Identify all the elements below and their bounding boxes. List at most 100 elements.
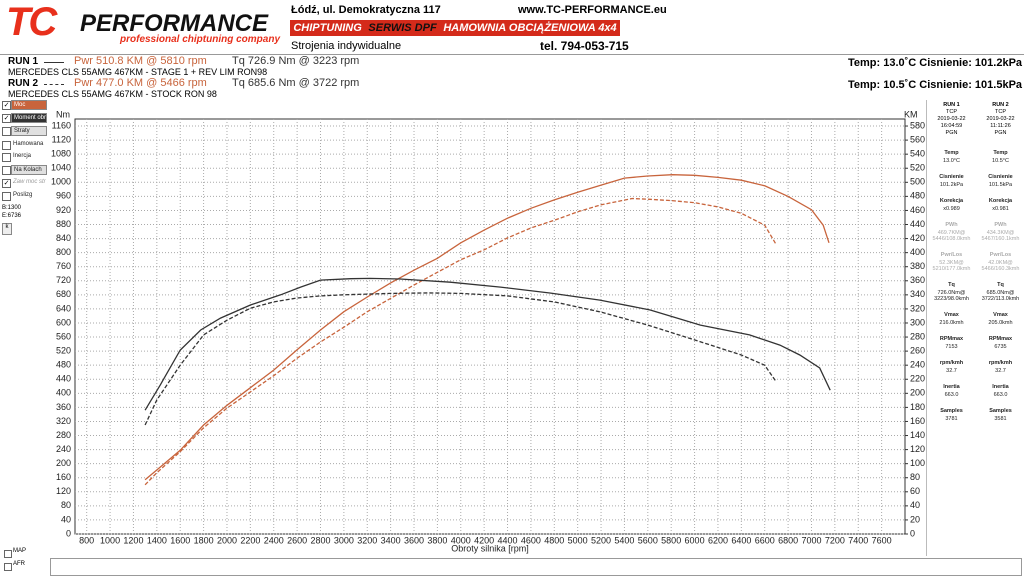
y-tick-label: 520 bbox=[56, 345, 71, 355]
option-label[interactable]: Inercja bbox=[13, 153, 32, 159]
banner-item: HAMOWNIA OBCIĄŻENIOWA 4x4 bbox=[443, 22, 617, 34]
checkbox[interactable]: ✓ bbox=[2, 101, 11, 110]
panel-head: PGN bbox=[994, 130, 1007, 136]
logo-tagline: professional chiptuning company bbox=[120, 34, 281, 45]
panel-value: 5446/108.0kmh bbox=[932, 236, 971, 242]
checkbox[interactable] bbox=[2, 127, 11, 136]
option-label[interactable]: Na Kolach bbox=[11, 165, 47, 175]
x-tick-label: 4200 bbox=[474, 535, 494, 545]
checkbox[interactable] bbox=[4, 563, 12, 571]
logo-tc: TC bbox=[6, 0, 57, 44]
y2-tick-label: 400 bbox=[910, 247, 925, 257]
panel-head: RUN 1 bbox=[943, 102, 960, 108]
y-tick-label: 1040 bbox=[51, 163, 71, 173]
y2-tick-label: 320 bbox=[910, 303, 925, 313]
panel-label: Cisnienie bbox=[939, 174, 964, 180]
series-line bbox=[144, 174, 830, 481]
banner-item: CHIPTUNING bbox=[293, 22, 362, 34]
y-tick-label: 360 bbox=[56, 402, 71, 412]
y2-tick-label: 20 bbox=[910, 514, 920, 524]
y-tick-label: 880 bbox=[56, 219, 71, 229]
option-label[interactable]: Hamowana bbox=[13, 141, 44, 147]
y2-tick-label: 180 bbox=[910, 402, 925, 412]
y-tick-label: 560 bbox=[56, 331, 71, 341]
panel-value: 434.3KM@ bbox=[986, 230, 1015, 236]
option-label[interactable]: Moment obr bbox=[11, 113, 47, 123]
end-rpm: E:6736 bbox=[2, 213, 22, 219]
run-vehicle: MERCEDES CLS 55AMG 467KM - STAGE 1 + REV… bbox=[8, 67, 268, 77]
y-tick-label: 120 bbox=[56, 486, 71, 496]
checkbox[interactable] bbox=[2, 141, 11, 150]
option-label[interactable]: Zaw moc str bbox=[13, 179, 46, 185]
header: TC PERFORMANCE professional chiptuning c… bbox=[0, 0, 1024, 55]
y-tick-label: 1000 bbox=[51, 177, 71, 187]
option-label[interactable]: MAP bbox=[13, 548, 27, 554]
panel-label: Korekcja bbox=[939, 198, 964, 204]
x-tick-label: 4400 bbox=[498, 535, 518, 545]
panel-value: 3581 bbox=[994, 416, 1007, 422]
option-label[interactable]: AFR bbox=[13, 561, 25, 567]
panel-label: Temp bbox=[993, 150, 1008, 156]
panel-value: 663.0 bbox=[944, 392, 959, 398]
x-tick-label: 1600 bbox=[170, 535, 190, 545]
y-tick-label: 160 bbox=[56, 472, 71, 482]
checkbox[interactable] bbox=[2, 166, 11, 175]
x-tick-label: 1200 bbox=[123, 535, 143, 545]
panel-label: Samples bbox=[940, 408, 963, 414]
panel-label: Pwr/Los bbox=[940, 252, 963, 258]
x-tick-label: 2600 bbox=[287, 535, 307, 545]
run-torque: Tq 685.6 Nm @ 3722 rpm bbox=[232, 77, 360, 89]
panel-label: Cisnienie bbox=[988, 174, 1013, 180]
x-tick-label: 1400 bbox=[147, 535, 167, 545]
checkbox[interactable] bbox=[2, 192, 11, 201]
panel-head: RUN 2 bbox=[992, 102, 1009, 108]
run-conditions: Temp: 10.5˚C Cisnienie: 101.5kPa bbox=[848, 79, 1023, 91]
x-tick-label: 3400 bbox=[381, 535, 401, 545]
y-tick-label: 1120 bbox=[52, 134, 71, 144]
x-tick-label: 6600 bbox=[755, 535, 775, 545]
panel-value: 13.0°C bbox=[943, 158, 960, 164]
panel-head: TCP bbox=[946, 109, 957, 115]
run-power: Pwr 477.0 KM @ 5466 rpm bbox=[74, 77, 207, 89]
y-tick-label: 920 bbox=[56, 205, 71, 215]
x-tick-label: 1800 bbox=[194, 535, 214, 545]
x-tick-label: 6200 bbox=[708, 535, 728, 545]
run-label: RUN 1 bbox=[8, 56, 39, 67]
run-label: RUN 2 bbox=[8, 78, 39, 89]
panel-value: 216.0kmh bbox=[939, 320, 964, 326]
begin-rpm: B:1300 bbox=[2, 205, 22, 211]
y2-tick-label: 160 bbox=[910, 416, 925, 426]
x-tick-label: 5400 bbox=[614, 535, 634, 545]
series-line bbox=[144, 292, 777, 426]
panel-value: 469.7KM@ bbox=[937, 230, 966, 236]
y2-tick-label: 40 bbox=[910, 500, 920, 510]
checkbox[interactable]: ✓ bbox=[2, 114, 11, 123]
x-tick-label: 7400 bbox=[848, 535, 868, 545]
checkbox[interactable]: ✓ bbox=[2, 179, 11, 188]
button[interactable]: k bbox=[2, 223, 12, 235]
y2-tick-label: 420 bbox=[910, 233, 925, 243]
checkbox[interactable] bbox=[2, 153, 11, 162]
y2-tick-label: 540 bbox=[910, 149, 925, 159]
option-label[interactable]: Poslizg bbox=[13, 192, 33, 198]
x-tick-label: 5000 bbox=[568, 535, 588, 545]
y2-tick-label: 440 bbox=[910, 219, 925, 229]
y2-tick-label: 80 bbox=[910, 472, 920, 482]
option-label[interactable]: Moc bbox=[11, 100, 47, 110]
x-tick-label: 2400 bbox=[264, 535, 284, 545]
x-tick-label: 5800 bbox=[661, 535, 681, 545]
panel-label: Vmax bbox=[944, 312, 959, 318]
panel-value: x0.989 bbox=[943, 206, 960, 212]
y-tick-label: 0 bbox=[66, 528, 71, 538]
option-label[interactable]: Straty bbox=[11, 126, 47, 136]
x-tick-label: 4600 bbox=[521, 535, 541, 545]
y2-tick-label: 220 bbox=[910, 374, 925, 384]
y2-tick-label: 460 bbox=[910, 205, 925, 215]
checkbox[interactable] bbox=[4, 550, 12, 558]
y-tick-label: 1160 bbox=[52, 120, 71, 130]
x-tick-label: 1000 bbox=[100, 535, 120, 545]
x-tick-label: 6800 bbox=[778, 535, 798, 545]
y-tick-label: 960 bbox=[56, 191, 71, 201]
panel-value: 5210/177.0kmh bbox=[932, 266, 971, 272]
